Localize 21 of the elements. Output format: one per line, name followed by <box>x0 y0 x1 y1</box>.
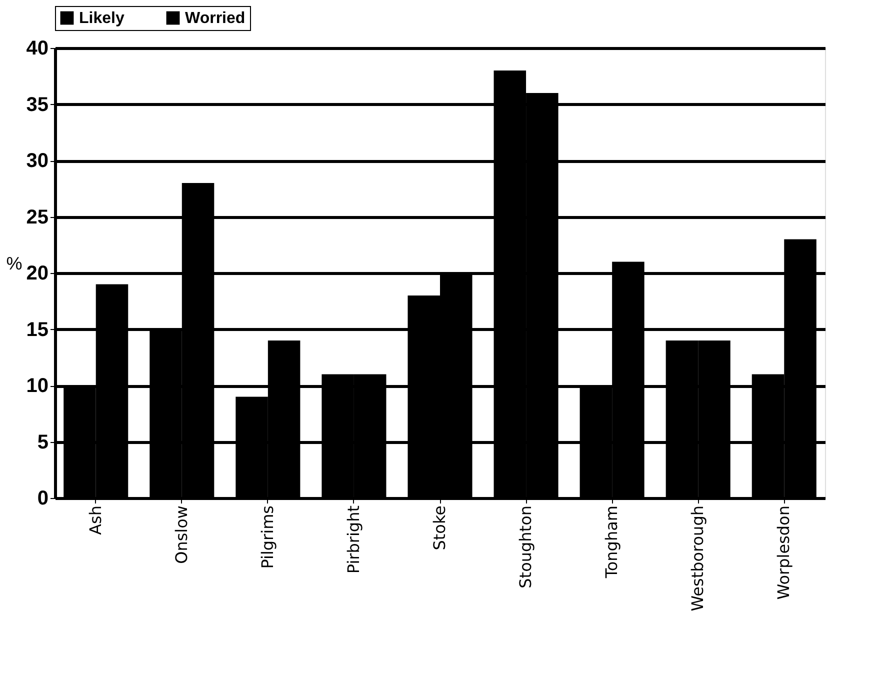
y-tick-label: 10 <box>26 375 48 397</box>
y-tick-label: 15 <box>26 318 48 341</box>
legend-label: Worried <box>185 10 246 27</box>
y-tick-label: 30 <box>26 150 48 172</box>
y-tick-label: 0 <box>37 488 48 510</box>
x-tick-label: Onslow <box>172 506 191 564</box>
legend-label: Likely <box>79 10 124 27</box>
y-tick-label: 20 <box>26 262 48 284</box>
x-tick-label: Worplesdon <box>774 506 794 600</box>
x-tick-label: Ash <box>86 506 105 535</box>
x-tick-label: Stoughton <box>516 506 536 588</box>
y-tick-label: 25 <box>26 206 48 228</box>
x-tick-label: Westborough <box>688 506 708 612</box>
y-tick-label: 35 <box>26 94 48 116</box>
y-axis-title: % <box>6 254 22 274</box>
x-tick-label: Tongham <box>602 506 622 580</box>
y-tick-label: 40 <box>26 38 48 60</box>
y-tick-label: 5 <box>37 431 48 454</box>
x-tick-label: Stoke <box>430 506 449 550</box>
x-tick-label: Pirbright <box>344 506 363 574</box>
x-tick-label: Pilgrims <box>258 506 277 569</box>
